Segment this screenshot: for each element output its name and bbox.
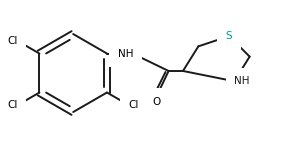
Text: Cl: Cl <box>8 100 18 110</box>
Text: Cl: Cl <box>128 100 139 110</box>
Text: O: O <box>152 97 160 107</box>
Text: NH: NH <box>118 49 133 58</box>
Text: Cl: Cl <box>8 36 18 46</box>
Text: NH: NH <box>234 76 250 86</box>
Text: S: S <box>226 31 232 41</box>
